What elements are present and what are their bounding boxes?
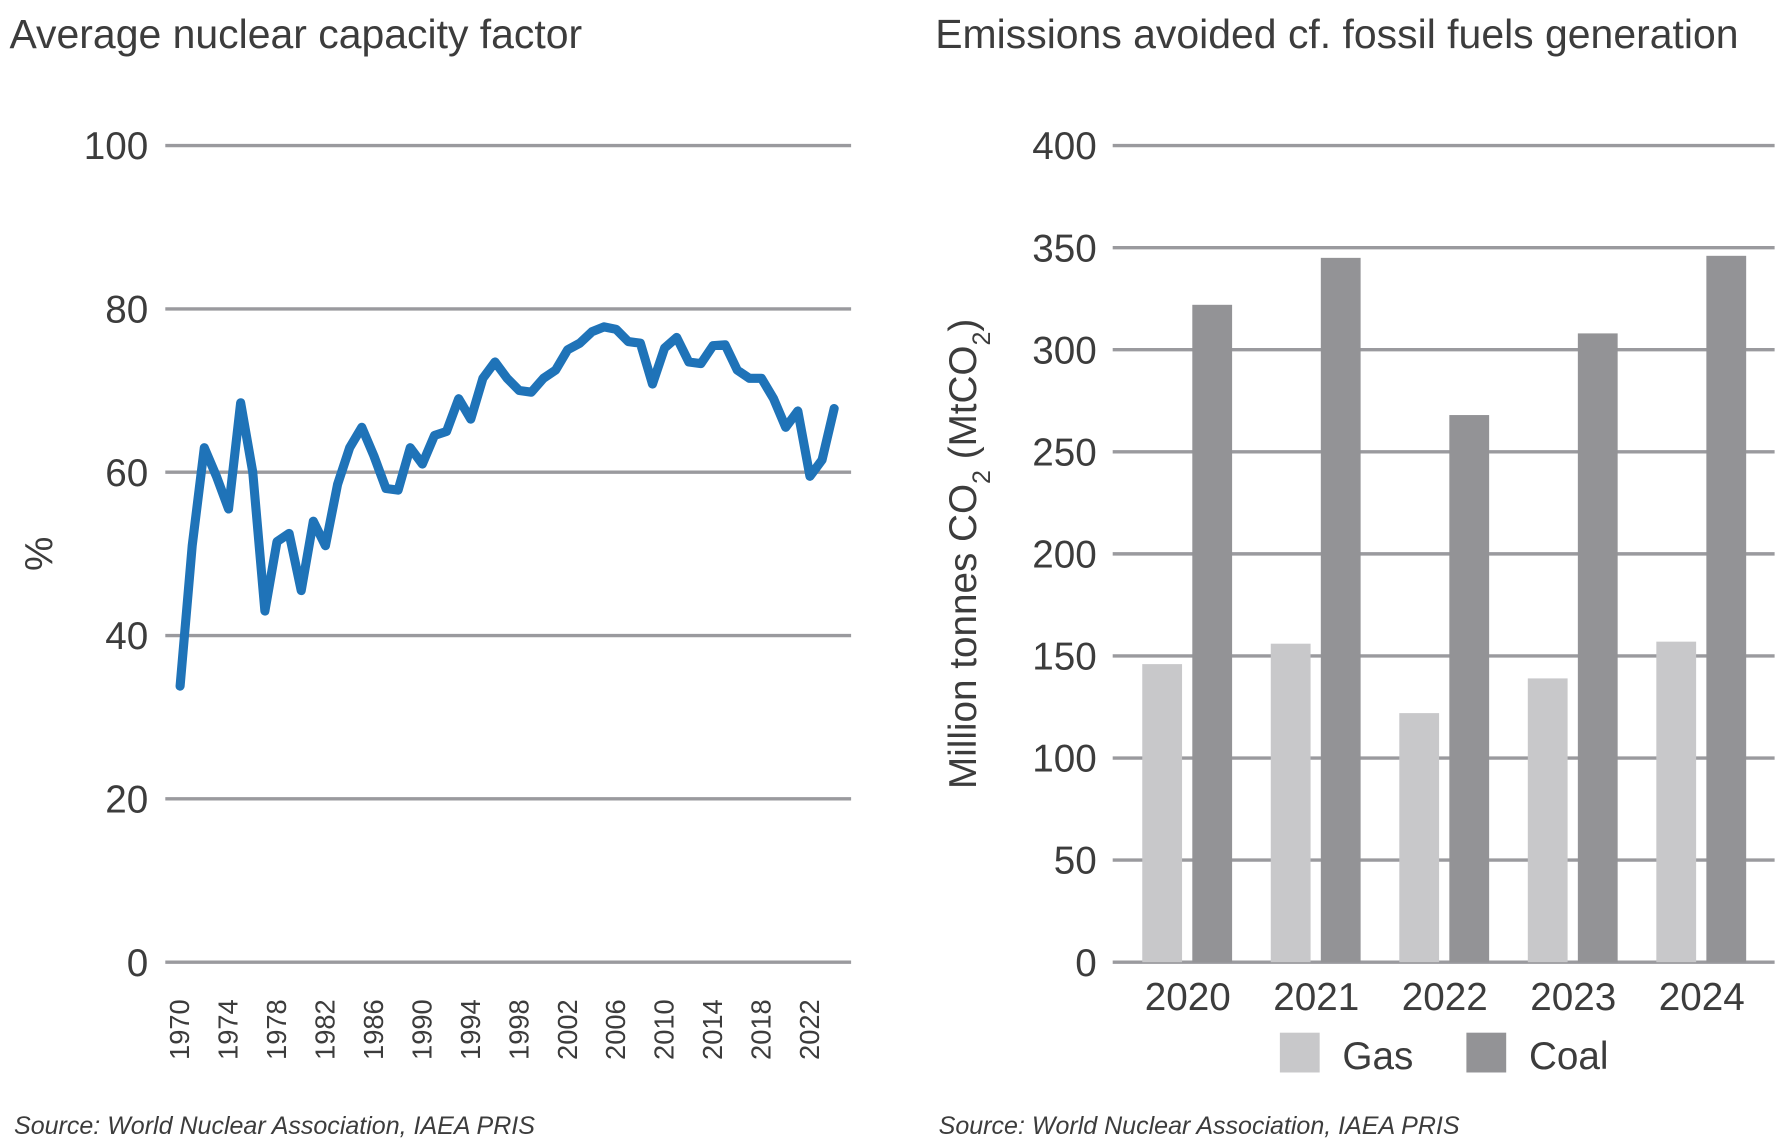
bar-gas-2024 <box>1656 641 1697 963</box>
x-tick-label: 1974 <box>213 999 244 1060</box>
x-tick-label: 2022 <box>794 999 825 1060</box>
bar-gas-2021 <box>1270 643 1311 963</box>
bar-coal-2020 <box>1192 304 1233 963</box>
bar-gas-2023 <box>1527 678 1568 963</box>
y-tick-label: 350 <box>1032 227 1097 270</box>
bar-gas-2022 <box>1399 713 1440 963</box>
line-chart-y-axis-label: % <box>19 537 62 571</box>
legend-swatch-gas <box>1279 1032 1320 1073</box>
y-tick-label: 200 <box>1032 534 1097 577</box>
x-tick-label: 1998 <box>503 999 534 1060</box>
capacity-factor-chart: Average nuclear capacity factor 0 20 40 60 8… <box>9 11 852 1140</box>
legend-label-coal: Coal <box>1529 1035 1609 1078</box>
x-tick-label: 2023 <box>1530 976 1616 1019</box>
bar-chart-source: Source: World Nuclear Association, IAEA … <box>939 1112 1460 1140</box>
x-tick-label: 2010 <box>649 999 680 1060</box>
x-tick-label: 1994 <box>455 999 486 1060</box>
y-tick-label: 0 <box>1075 942 1097 985</box>
bar-gas-2020 <box>1142 664 1183 963</box>
x-tick-label: 1970 <box>164 999 195 1060</box>
y-tick-label: 60 <box>105 452 148 495</box>
line-chart-source: Source: World Nuclear Association, IAEA … <box>14 1112 535 1140</box>
x-tick-label: 2002 <box>552 999 583 1060</box>
bar-chart-y-axis-label: Million tonnes CO2 (MtCO2) <box>942 319 996 789</box>
legend-label-gas: Gas <box>1342 1035 1413 1078</box>
y-tick-label: 400 <box>1032 125 1097 168</box>
bar-coal-2024 <box>1706 255 1747 963</box>
y-tick-label: 50 <box>1054 840 1097 883</box>
bar-coal-2022 <box>1449 415 1490 963</box>
y-tick-label: 100 <box>84 125 148 168</box>
x-tick-label: 2020 <box>1145 976 1231 1019</box>
bar-chart-title: Emissions avoided cf. fossil fuels gener… <box>935 11 1738 57</box>
bar-coal-2021 <box>1320 257 1361 963</box>
y-tick-label: 0 <box>127 942 148 985</box>
x-tick-label: 2021 <box>1273 976 1359 1019</box>
legend-swatch-coal <box>1466 1032 1507 1073</box>
capacity-factor-series-line <box>175 322 839 691</box>
x-tick-label: 2018 <box>746 999 777 1060</box>
legend: Gas Coal <box>1279 1032 1609 1078</box>
y-tick-label: 300 <box>1032 329 1097 372</box>
line-chart-title: Average nuclear capacity factor <box>9 11 582 57</box>
x-tick-label: 2022 <box>1402 976 1488 1019</box>
x-tick-label: 2024 <box>1659 976 1745 1019</box>
x-tick-label: 1990 <box>406 999 437 1060</box>
y-tick-label: 150 <box>1032 636 1097 679</box>
y-tick-label: 40 <box>105 615 148 658</box>
bar-coal-2023 <box>1577 333 1618 963</box>
x-tick-label: 1978 <box>261 999 292 1060</box>
y-tick-label: 100 <box>1032 738 1097 781</box>
x-tick-label: 1982 <box>310 999 341 1060</box>
y-tick-label: 250 <box>1032 431 1097 474</box>
y-tick-label: 80 <box>105 289 148 332</box>
x-tick-label: 2006 <box>600 999 631 1060</box>
x-tick-label: 2014 <box>697 999 728 1060</box>
y-tick-label: 20 <box>105 778 148 821</box>
x-tick-label: 1986 <box>358 999 389 1060</box>
emissions-avoided-chart: Emissions avoided cf. fossil fuels gener… <box>935 11 1775 1140</box>
